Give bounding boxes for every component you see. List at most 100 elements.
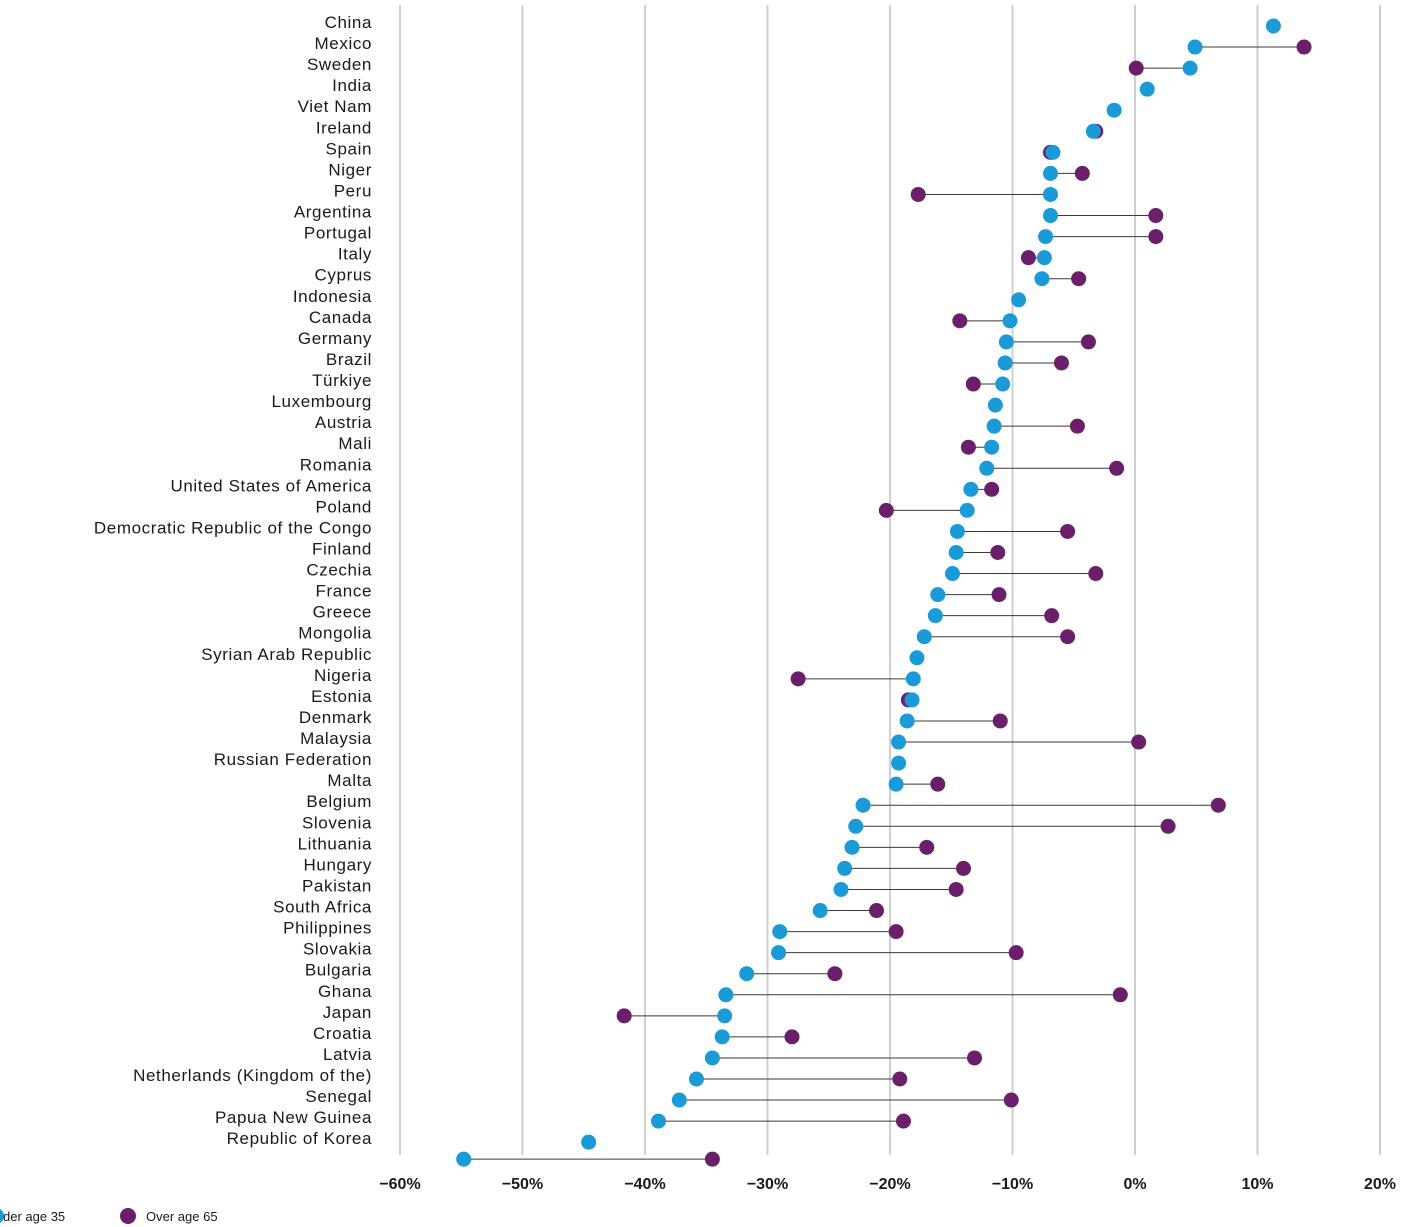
over65-point <box>1210 797 1226 813</box>
country-row: Spain <box>326 139 1061 160</box>
under35-point <box>1182 60 1198 76</box>
country-label: Ghana <box>318 982 372 1001</box>
under35-point <box>984 439 1000 455</box>
under35-point <box>650 1113 666 1129</box>
under35-point <box>1042 165 1058 181</box>
country-label: Malta <box>327 771 372 790</box>
over65-point <box>1044 608 1060 624</box>
over65-point <box>960 439 976 455</box>
country-row: Argentina <box>294 203 1164 224</box>
country-label: Finland <box>312 540 372 559</box>
country-row: Senegal <box>305 1087 1019 1108</box>
under35-point <box>909 650 925 666</box>
under35-point <box>855 797 871 813</box>
country-label: Cyprus <box>315 266 372 285</box>
over65-point <box>1003 1092 1019 1108</box>
country-row: Ghana <box>318 982 1128 1003</box>
under35-point <box>833 881 849 897</box>
country-row: Estonia <box>311 687 920 708</box>
country-label: Mexico <box>315 34 372 53</box>
country-label: Peru <box>334 181 372 200</box>
country-label: United States of America <box>171 476 373 495</box>
over65-point <box>956 860 971 876</box>
over65-point <box>888 924 904 940</box>
country-label: Portugal <box>304 224 372 243</box>
grid-lines <box>399 5 1381 1155</box>
country-row: Indonesia <box>293 287 1027 308</box>
under35-point <box>848 818 864 834</box>
country-label: Poland <box>315 497 372 516</box>
country-label: Greece <box>313 603 372 622</box>
under35-point <box>888 776 904 792</box>
country-label: Papua New Guinea <box>215 1108 372 1127</box>
country-row: Bulgaria <box>305 961 843 982</box>
under35-point <box>997 355 1013 371</box>
country-label: Pakistan <box>302 876 372 895</box>
country-row: Russian Federation <box>214 750 907 771</box>
country-row: Romania <box>300 455 1125 476</box>
over65-point <box>1071 271 1087 287</box>
under35-point <box>1042 208 1058 224</box>
country-row: Italy <box>338 245 1052 266</box>
country-label: Lithuania <box>298 834 372 853</box>
country-label: Canada <box>309 308 372 327</box>
country-row: Mali <box>338 434 1000 455</box>
country-row: Canada <box>309 308 1018 329</box>
country-row: Slovakia <box>303 940 1024 961</box>
over65-point <box>1060 523 1076 539</box>
over65-point <box>1054 355 1069 371</box>
under35-point <box>930 587 946 603</box>
under35-point <box>812 903 828 919</box>
under35-point <box>987 397 1003 413</box>
country-row: Republic of Korea <box>227 1129 720 1167</box>
country-row: Czechia <box>306 561 1104 582</box>
country-row: Cyprus <box>315 266 1087 287</box>
country-label: Italy <box>338 245 372 264</box>
country-row: Philippines <box>283 919 904 940</box>
over65-point <box>827 966 843 982</box>
under35-point <box>1265 18 1281 34</box>
country-label: Croatia <box>313 1024 372 1043</box>
legend-over65-marker <box>120 1208 136 1224</box>
country-row: Germany <box>298 329 1096 350</box>
under35-point <box>688 1071 704 1087</box>
over65-point <box>1296 39 1312 55</box>
under35-point <box>948 545 964 560</box>
under35-point <box>1038 229 1054 245</box>
under35-point <box>771 945 787 961</box>
under35-point <box>1106 102 1122 118</box>
country-label: Republic of Korea <box>227 1129 372 1148</box>
country-label: Slovakia <box>303 940 372 959</box>
over65-point <box>1008 945 1024 961</box>
country-label: Latvia <box>323 1045 372 1064</box>
country-label: Malaysia <box>300 729 372 748</box>
under35-point <box>1011 292 1027 308</box>
country-label: Mongolia <box>298 624 372 643</box>
under35-point <box>718 987 734 1003</box>
country-row: Malaysia <box>300 729 1147 750</box>
under35-point <box>671 1092 687 1108</box>
legend-over65-label: Over age 65 <box>146 1209 218 1224</box>
under35-point <box>959 502 975 518</box>
country-label: India <box>332 76 372 95</box>
country-row: Syrian Arab Republic <box>201 645 925 666</box>
under35-point <box>844 839 860 855</box>
country-row: Japan <box>323 1003 733 1024</box>
under35-point <box>1085 123 1101 139</box>
country-label: Argentina <box>294 203 372 222</box>
over65-point <box>992 713 1008 729</box>
country-row: Pakistan <box>302 876 964 897</box>
under35-point <box>905 671 921 687</box>
country-row: Greece <box>313 603 1060 624</box>
x-tick-label: −60% <box>379 1176 420 1193</box>
country-label: Niger <box>328 160 372 179</box>
over65-point <box>984 481 1000 497</box>
country-label: Russian Federation <box>214 750 372 769</box>
country-label: Türkiye <box>312 371 372 390</box>
country-label: Sweden <box>307 55 372 74</box>
country-label: France <box>315 582 372 601</box>
over65-point <box>704 1151 720 1167</box>
country-label: Netherlands (Kingdom of the) <box>133 1066 372 1085</box>
under35-point <box>739 966 755 982</box>
